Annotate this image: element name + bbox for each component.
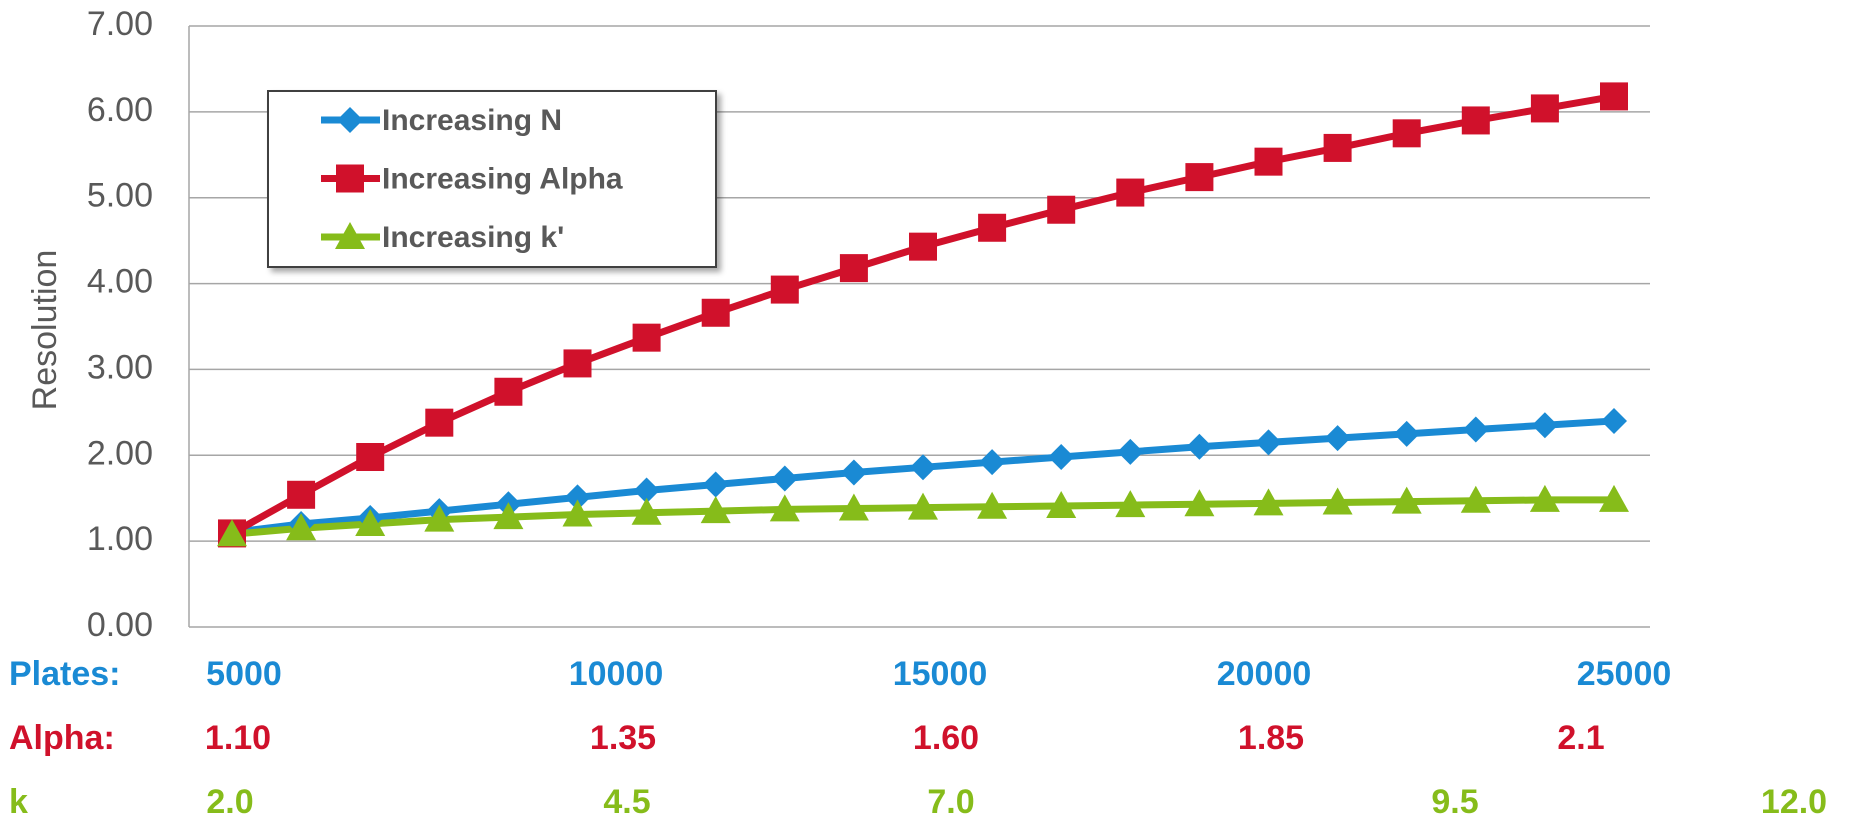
row-label: 15000 bbox=[893, 655, 988, 693]
marker bbox=[1601, 407, 1627, 434]
marker bbox=[909, 232, 937, 261]
marker bbox=[1253, 488, 1284, 516]
legend: Increasing N Increasing Alpha Increasing k… bbox=[267, 90, 717, 268]
row-label: 9.5 bbox=[1431, 783, 1478, 821]
marker bbox=[1324, 425, 1351, 452]
y-tick-label: 4.00 bbox=[87, 263, 153, 301]
marker bbox=[1186, 433, 1213, 460]
marker bbox=[771, 465, 798, 492]
marker bbox=[562, 499, 593, 527]
row-label: 12.0 bbox=[1761, 783, 1827, 821]
marker bbox=[1530, 94, 1559, 123]
marker bbox=[1185, 163, 1214, 192]
marker bbox=[702, 471, 729, 498]
row-label: 4.5 bbox=[603, 783, 650, 821]
marker bbox=[493, 502, 524, 530]
marker bbox=[633, 477, 660, 504]
marker bbox=[1255, 429, 1282, 456]
marker bbox=[1117, 438, 1144, 465]
marker bbox=[1322, 487, 1353, 515]
y-tick-label: 6.00 bbox=[87, 91, 153, 129]
marker bbox=[337, 107, 363, 133]
y-tick-label: 5.00 bbox=[87, 177, 153, 215]
row-label: 1.60 bbox=[913, 719, 979, 757]
marker bbox=[770, 275, 799, 304]
marker bbox=[979, 449, 1006, 476]
marker bbox=[1392, 119, 1421, 148]
marker bbox=[1254, 147, 1283, 176]
marker bbox=[978, 213, 1007, 242]
marker bbox=[1461, 106, 1490, 135]
marker bbox=[1115, 490, 1146, 518]
row-label: 2.0 bbox=[206, 783, 253, 821]
marker bbox=[1047, 195, 1076, 224]
row-label: 20000 bbox=[1217, 655, 1312, 693]
row-label: 1.85 bbox=[1238, 719, 1304, 757]
legend-label: Increasing Alpha bbox=[382, 162, 623, 195]
marker bbox=[494, 377, 523, 406]
marker bbox=[1391, 486, 1422, 514]
marker bbox=[335, 222, 365, 249]
marker bbox=[1048, 444, 1075, 471]
row-label: 5000 bbox=[206, 655, 282, 693]
row-label: 10000 bbox=[569, 655, 664, 693]
marker bbox=[564, 484, 591, 511]
y-axis-label: Resolution bbox=[26, 250, 64, 411]
marker bbox=[1460, 485, 1491, 513]
marker bbox=[1323, 133, 1352, 162]
marker bbox=[1531, 412, 1558, 439]
marker bbox=[355, 508, 386, 536]
row-label: 1.10 bbox=[205, 719, 271, 757]
marker bbox=[1529, 484, 1560, 512]
marker bbox=[700, 496, 731, 524]
marker bbox=[977, 491, 1008, 519]
marker bbox=[286, 513, 317, 541]
marker bbox=[356, 443, 385, 472]
marker bbox=[910, 454, 936, 481]
marker bbox=[425, 408, 454, 437]
marker bbox=[1393, 420, 1420, 447]
row-name: Alpha: bbox=[9, 719, 115, 757]
marker bbox=[839, 254, 868, 283]
marker bbox=[1116, 178, 1145, 207]
legend-label: Increasing k' bbox=[382, 221, 564, 254]
marker bbox=[287, 480, 316, 509]
legend-label: Increasing N bbox=[382, 104, 562, 137]
marker bbox=[1184, 489, 1215, 517]
y-tick-label: 1.00 bbox=[87, 520, 153, 558]
row-label: 1.35 bbox=[590, 719, 656, 757]
marker bbox=[632, 323, 661, 352]
y-tick-label: 7.00 bbox=[87, 5, 153, 43]
row-name: k bbox=[9, 783, 28, 821]
marker bbox=[1462, 416, 1489, 443]
y-tick-label: 2.00 bbox=[87, 434, 153, 472]
marker bbox=[424, 504, 455, 532]
marker bbox=[838, 493, 869, 521]
marker bbox=[1046, 490, 1077, 518]
marker bbox=[217, 519, 247, 547]
marker bbox=[908, 492, 938, 520]
marker bbox=[1599, 484, 1629, 512]
marker bbox=[563, 349, 592, 378]
marker bbox=[631, 497, 662, 525]
marker bbox=[840, 459, 867, 486]
marker bbox=[1600, 82, 1628, 111]
marker bbox=[769, 494, 800, 522]
row-label: 2.1 bbox=[1557, 719, 1604, 757]
marker bbox=[336, 164, 364, 193]
y-tick-label: 3.00 bbox=[87, 348, 153, 386]
row-name: Plates: bbox=[9, 655, 121, 693]
y-tick-label: 0.00 bbox=[87, 606, 153, 644]
marker bbox=[701, 298, 730, 327]
row-label: 7.0 bbox=[927, 783, 974, 821]
row-label: 25000 bbox=[1577, 655, 1672, 693]
